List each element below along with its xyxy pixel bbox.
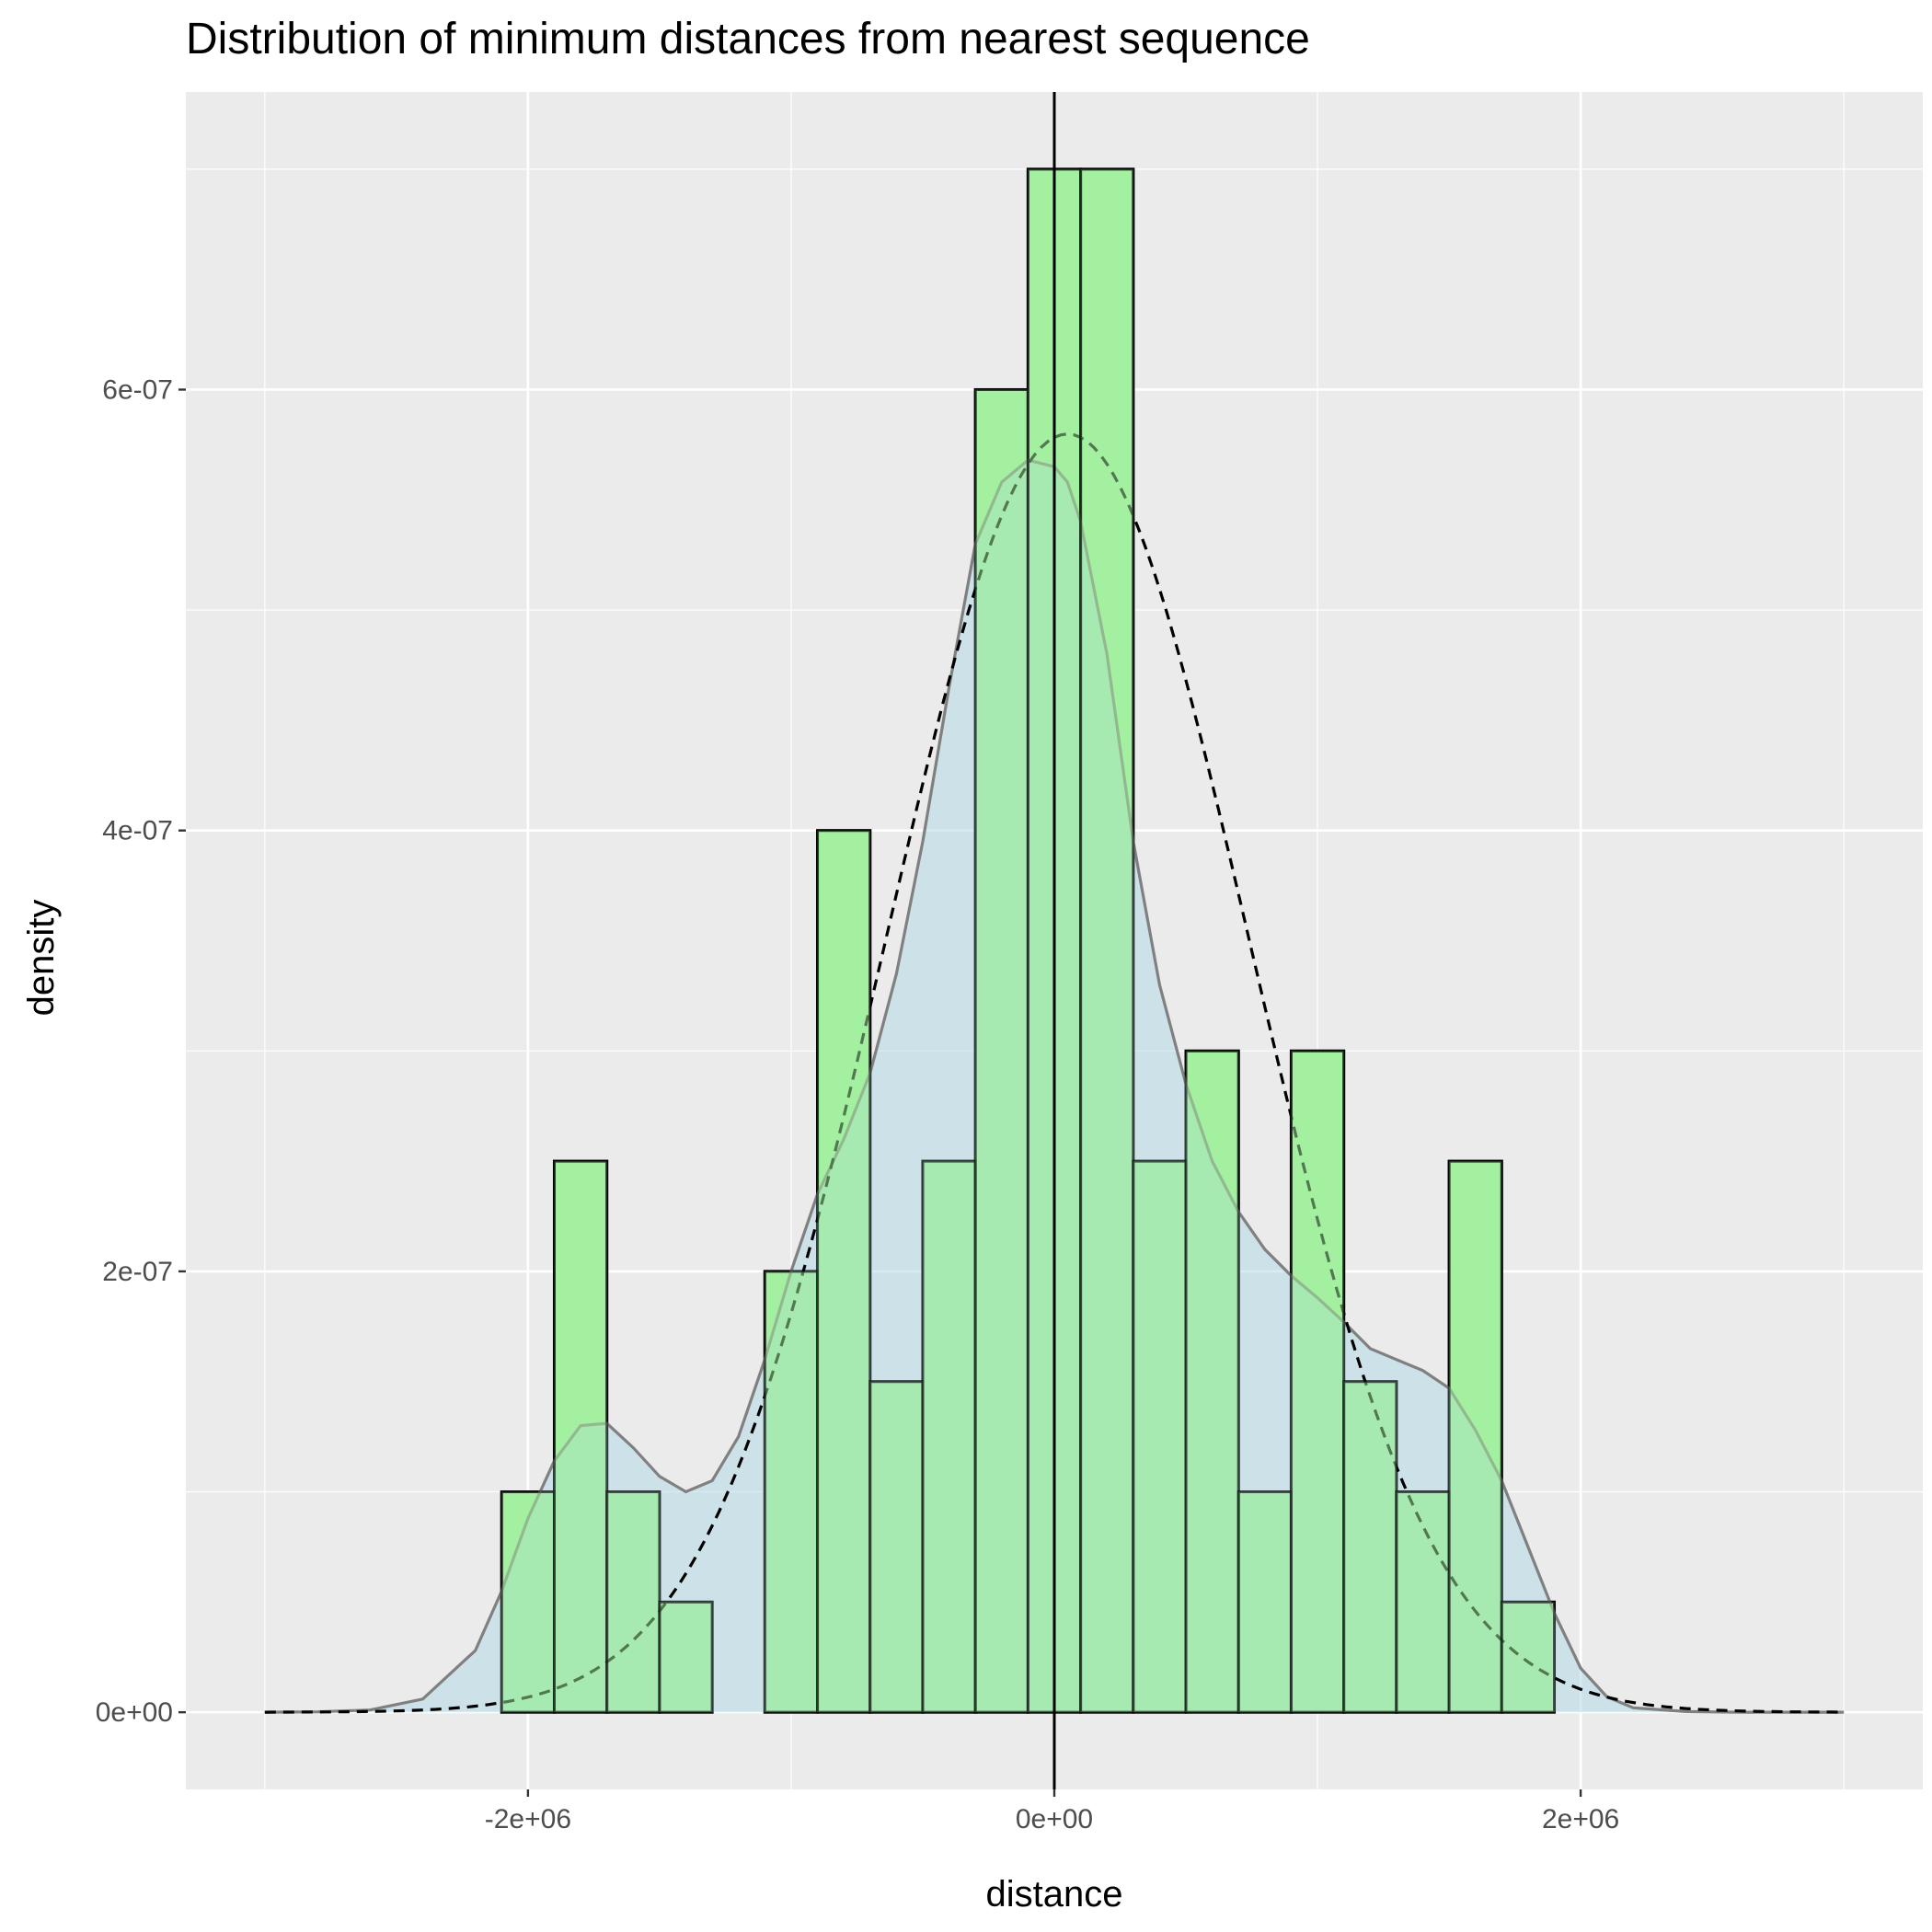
y-tick-label: 6e-07 <box>102 374 173 405</box>
histogram-overlay-bar <box>1184 1049 1240 1714</box>
histogram-overlay-bar <box>973 387 1029 1714</box>
histogram-overlay-bar <box>552 1159 609 1714</box>
histogram-overlay-bar <box>1500 1600 1557 1714</box>
y-axis: 0e+00 2e-07 4e-07 6e-07 <box>96 374 186 1728</box>
y-tick-label: 2e-07 <box>102 1257 173 1287</box>
histogram-overlay-bar <box>816 829 872 1714</box>
histogram-overlay-bar <box>658 1600 714 1714</box>
histogram-overlay-bar <box>1289 1049 1346 1714</box>
histogram-overlay-bar <box>1395 1490 1451 1714</box>
histogram-overlay-bar <box>763 1270 820 1714</box>
x-tick-label: 0e+00 <box>1016 1804 1093 1834</box>
histogram-overlay-bar <box>605 1490 661 1714</box>
histogram-overlay-bar <box>1132 1159 1188 1714</box>
histogram-overlay-bar <box>1079 167 1135 1714</box>
histogram-overlay-bar <box>1342 1380 1398 1714</box>
histogram-overlay-bar <box>1447 1159 1503 1714</box>
plot-panel <box>186 92 1923 1789</box>
chart-title: Distribution of minimum distances from n… <box>186 15 1310 63</box>
x-tick-label: -2e+06 <box>485 1804 571 1834</box>
y-tick-label: 4e-07 <box>102 816 173 846</box>
histogram-overlay-bar <box>500 1490 556 1714</box>
y-tick-label: 0e+00 <box>96 1697 173 1728</box>
x-axis: -2e+06 0e+00 2e+06 <box>485 1789 1619 1834</box>
x-axis-title: distance <box>986 1874 1123 1915</box>
histogram-overlay-bar <box>1236 1490 1293 1714</box>
y-axis-title: density <box>21 900 62 1017</box>
histogram-overlay-bar <box>921 1159 977 1714</box>
histogram-overlay-bar <box>868 1380 925 1714</box>
x-tick-label: 2e+06 <box>1542 1804 1619 1834</box>
